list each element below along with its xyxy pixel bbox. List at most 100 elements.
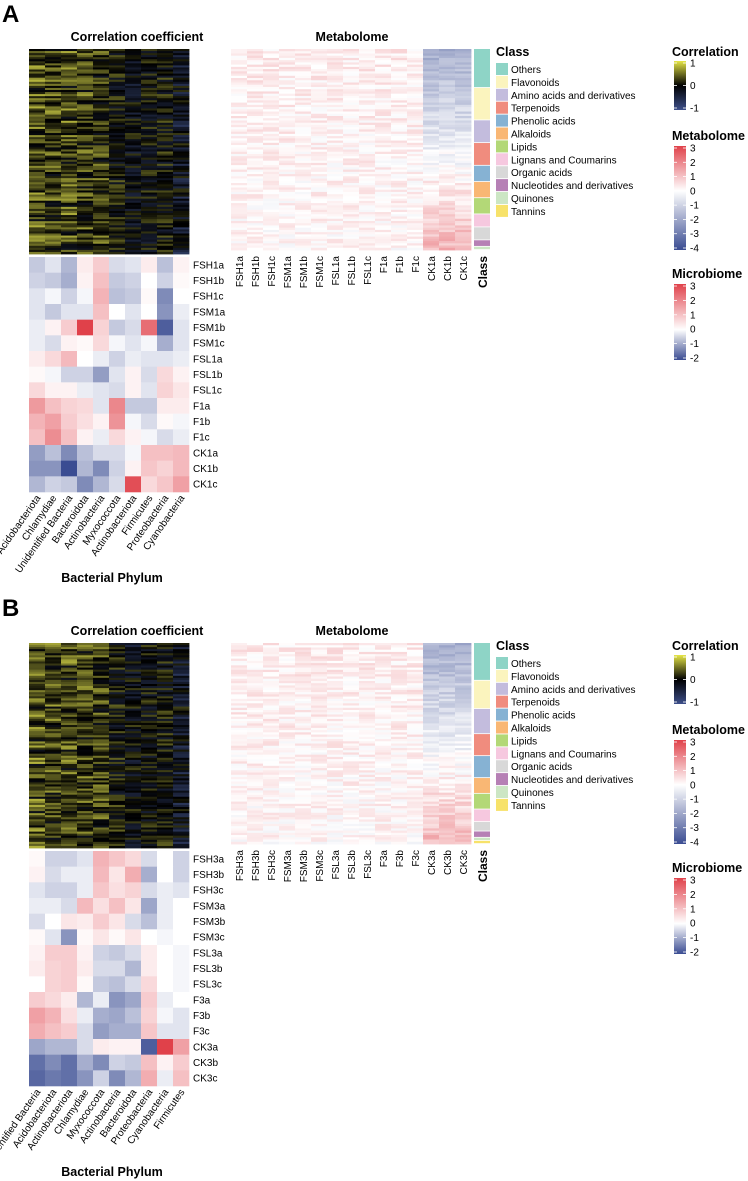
metabolome-cell	[279, 759, 296, 762]
metabolome-cell	[375, 660, 392, 664]
correlation-cell	[45, 675, 62, 679]
metabolome-cell	[263, 779, 280, 782]
metabolome-cell	[407, 142, 424, 146]
metabolome-cell	[391, 734, 408, 738]
metabolome-cell	[359, 138, 376, 141]
microbiome-cell	[141, 366, 158, 383]
metabolome-cell	[407, 89, 424, 92]
metabolome-cell	[279, 741, 296, 744]
metabolome-cell	[311, 756, 328, 760]
metabolome-cell	[439, 772, 456, 776]
metabolome-cell	[327, 66, 344, 70]
correlation-cell	[61, 663, 78, 666]
correlation-cell	[29, 110, 46, 113]
correlation-cell	[93, 67, 110, 70]
metabolome-cell	[359, 781, 376, 785]
correlation-cell	[157, 192, 174, 195]
correlation-cell	[173, 51, 190, 54]
metabolome-cell	[375, 171, 392, 175]
metabolome-cell	[423, 647, 440, 651]
correlation-cell	[125, 182, 142, 185]
correlation-cell	[61, 655, 78, 658]
metabolome-cell	[439, 743, 456, 747]
correlation-cell	[173, 53, 190, 56]
metabolome-cell	[311, 687, 328, 691]
correlation-cell	[157, 55, 174, 58]
correlation-cell	[29, 722, 46, 726]
metabolome-cell	[311, 116, 328, 119]
correlation-cell	[93, 151, 110, 154]
correlation-cell	[125, 692, 142, 695]
metabolome-cell	[327, 712, 344, 715]
metabolome-cell	[311, 95, 328, 99]
metabolome-cell	[231, 768, 248, 771]
correlation-cell	[77, 210, 94, 214]
correlation-cell	[77, 813, 94, 816]
metabolome-cell	[247, 694, 264, 697]
metabolome-cell	[455, 95, 472, 99]
correlation-cell	[125, 169, 142, 173]
metabolome-cell	[375, 772, 392, 776]
correlation-cell	[45, 714, 62, 718]
metabolome-cell	[263, 823, 280, 827]
metabolome-cell	[311, 663, 328, 666]
metabolome-cell	[279, 747, 296, 751]
metabolome-cell	[439, 651, 456, 655]
metabolome-cell	[327, 665, 344, 668]
metabolome-cell	[263, 649, 280, 653]
correlation-cell	[45, 153, 62, 156]
correlation-cell	[45, 720, 62, 724]
correlation-cell	[93, 688, 110, 691]
metabolome-sample-label: FSL1a	[331, 256, 342, 286]
correlation-cell	[29, 710, 46, 714]
metabolome-cell	[343, 84, 360, 88]
correlation-cell	[173, 178, 190, 181]
metabolome-cell	[311, 832, 328, 836]
correlation-cell	[77, 725, 94, 728]
metabolome-cell	[375, 91, 392, 95]
metabolome-cell	[391, 774, 408, 778]
correlation-cell	[29, 106, 46, 109]
correlation-cell	[45, 811, 62, 814]
metabolome-cell	[247, 714, 264, 718]
metabolome-cell	[407, 165, 424, 168]
correlation-cell	[45, 739, 62, 742]
correlation-cell	[45, 800, 62, 804]
correlation-cell	[45, 809, 62, 812]
correlation-cell	[93, 653, 110, 656]
correlation-cell	[45, 655, 62, 658]
correlation-cell	[157, 804, 174, 808]
metabolome-cell	[439, 736, 456, 740]
correlation-cell	[141, 147, 158, 150]
metabolome-cell	[455, 747, 472, 751]
correlation-cell	[157, 792, 174, 796]
metabolome-cell	[247, 212, 264, 215]
microbiome-row-label: FSH1c	[193, 292, 224, 303]
correlation-cell	[141, 151, 158, 154]
metabolome-cell	[423, 162, 440, 166]
correlation-cell	[157, 100, 174, 103]
correlation-cell	[61, 51, 78, 54]
metabolome-cell	[231, 232, 248, 235]
metabolome-cell	[359, 107, 376, 110]
metabolome-cell	[263, 62, 280, 66]
metabolome-cell	[231, 122, 248, 126]
correlation-cell	[141, 233, 158, 236]
metabolome-cell	[391, 779, 408, 782]
correlation-cell	[141, 133, 158, 136]
correlation-cell	[77, 57, 94, 60]
correlation-cell	[109, 778, 126, 781]
metabolome-cell	[439, 747, 456, 751]
metabolome-cell	[343, 765, 360, 769]
metabolome-cell	[279, 129, 296, 133]
metabolome-cell	[311, 203, 328, 206]
metabolome-cell	[359, 153, 376, 157]
correlation-cell	[45, 790, 62, 794]
metabolome-cell	[359, 212, 376, 215]
correlation-cell	[93, 79, 110, 83]
metabolome-cell	[279, 102, 296, 106]
correlation-cell	[141, 780, 158, 783]
correlation-cell	[77, 118, 94, 122]
metabolome-cell	[407, 120, 424, 124]
metabolome-cell	[295, 205, 312, 208]
